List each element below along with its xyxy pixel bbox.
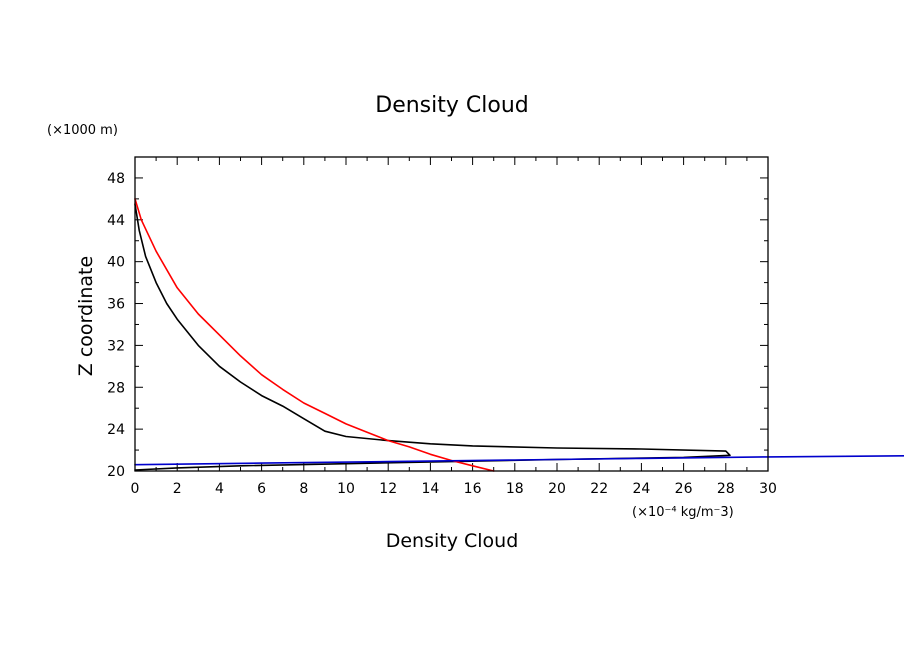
x-tick-label: 22 xyxy=(590,481,608,497)
series-line-black xyxy=(134,203,731,471)
series-line-red xyxy=(134,198,495,472)
x-tick-label: 8 xyxy=(299,481,308,497)
plot-frame xyxy=(134,156,769,472)
y-tick-label: 24 xyxy=(107,422,125,438)
x-tick-label: 12 xyxy=(379,481,397,497)
x-tick-label: 10 xyxy=(337,481,355,497)
x-tick-label: 0 xyxy=(131,481,140,497)
y-tick-label: 20 xyxy=(107,464,125,480)
x-tick-label: 30 xyxy=(759,481,777,497)
y-unit-label: (×1000 m) xyxy=(47,123,118,138)
x-unit-label: (×10⁻⁴ kg/m⁻3) xyxy=(632,505,734,520)
chart-title: Density Cloud xyxy=(375,93,528,118)
y-tick-label: 44 xyxy=(107,213,125,229)
x-tick-label: 20 xyxy=(548,481,566,497)
x-tick-label: 6 xyxy=(257,481,266,497)
x-tick-label: 18 xyxy=(506,481,524,497)
x-tick-label: 16 xyxy=(464,481,482,497)
y-tick-label: 48 xyxy=(107,171,125,187)
x-tick-label: 26 xyxy=(675,481,693,497)
series-line-blue xyxy=(134,455,904,466)
y-axis-title: Z coordinate xyxy=(75,256,97,376)
y-tick-label: 36 xyxy=(107,297,125,313)
y-tick-label: 40 xyxy=(107,255,125,271)
x-tick-label: 28 xyxy=(717,481,735,497)
x-tick-label: 14 xyxy=(421,481,439,497)
x-tick-label: 4 xyxy=(215,481,224,497)
x-axis-title: Density Cloud xyxy=(386,530,519,552)
y-tick-label: 32 xyxy=(107,338,125,354)
y-tick-label: 28 xyxy=(107,380,125,396)
x-tick-label: 2 xyxy=(173,481,182,497)
x-tick-label: 24 xyxy=(632,481,650,497)
